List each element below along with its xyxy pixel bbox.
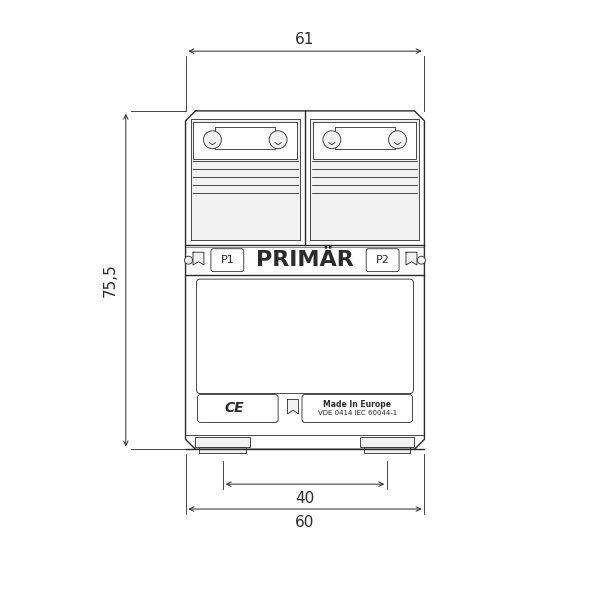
Bar xyxy=(193,161,298,167)
Bar xyxy=(191,119,300,240)
FancyBboxPatch shape xyxy=(366,249,399,272)
Circle shape xyxy=(269,131,287,149)
Polygon shape xyxy=(287,400,299,414)
Text: P1: P1 xyxy=(220,255,234,265)
Bar xyxy=(360,437,415,448)
Text: 61: 61 xyxy=(295,32,314,47)
Polygon shape xyxy=(406,252,417,265)
Bar xyxy=(215,127,275,149)
Text: 75,5: 75,5 xyxy=(103,263,118,297)
Text: CE: CE xyxy=(224,401,244,415)
Bar xyxy=(364,448,410,453)
FancyBboxPatch shape xyxy=(302,395,412,422)
Polygon shape xyxy=(193,252,204,265)
Bar xyxy=(310,119,419,240)
Bar xyxy=(193,176,298,182)
Circle shape xyxy=(323,131,341,149)
Text: 40: 40 xyxy=(295,491,314,506)
Bar xyxy=(199,448,246,453)
Bar xyxy=(312,185,418,191)
FancyBboxPatch shape xyxy=(196,279,413,394)
Text: Made In Europe: Made In Europe xyxy=(323,400,391,409)
Bar xyxy=(312,169,418,175)
Bar xyxy=(313,122,416,158)
Bar xyxy=(312,176,418,182)
Circle shape xyxy=(418,256,425,264)
Bar xyxy=(335,127,395,149)
Bar xyxy=(312,161,418,167)
Bar xyxy=(312,193,418,199)
Bar xyxy=(193,122,297,158)
Bar xyxy=(193,185,298,191)
FancyBboxPatch shape xyxy=(211,249,244,272)
Bar xyxy=(193,193,298,199)
FancyBboxPatch shape xyxy=(197,395,278,422)
Polygon shape xyxy=(185,111,424,449)
Text: PRIMÄR: PRIMÄR xyxy=(256,250,354,270)
Circle shape xyxy=(389,131,407,149)
Circle shape xyxy=(203,131,221,149)
Text: P2: P2 xyxy=(376,255,389,265)
Circle shape xyxy=(185,256,193,264)
Text: 60: 60 xyxy=(295,515,314,530)
Bar xyxy=(196,437,250,448)
Text: VDE 0414 IEC 60044-1: VDE 0414 IEC 60044-1 xyxy=(317,410,397,416)
Bar xyxy=(193,169,298,175)
